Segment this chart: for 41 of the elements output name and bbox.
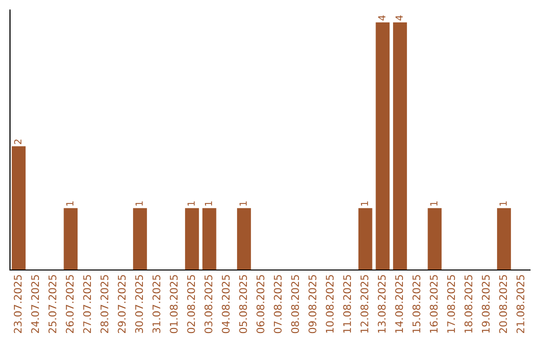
x-tick-label: 03.08.2025 — [204, 275, 212, 334]
data-label: 1 — [240, 201, 247, 206]
x-tick-label: 29.07.2025 — [118, 275, 126, 334]
x-tick-label: 16.08.2025 — [430, 275, 438, 333]
x-tick-label: 27.07.2025 — [83, 275, 92, 334]
x-tick-label: 06.08.2025 — [256, 275, 264, 334]
x-tick-label: 21.08.2025 — [516, 275, 524, 334]
x-tick-label: 19.08.2025 — [482, 275, 490, 333]
x-tick-label: 10.08.2025 — [326, 275, 334, 333]
x-tick-label: 11.08.2025 — [343, 275, 352, 333]
x-tick-label: 30.07.2025 — [135, 275, 144, 334]
x-tick-label: 17.08.2025 — [447, 275, 456, 333]
x-tick-label: 31.07.2025 — [152, 275, 160, 334]
data-label: 1 — [430, 201, 438, 206]
x-tick-label: 13.08.2025 — [378, 275, 386, 333]
x-tick-label: 28.07.2025 — [100, 275, 108, 334]
x-tick-label: 08.08.2025 — [291, 275, 300, 334]
x-tick-label: 24.07.2025 — [31, 275, 40, 334]
data-label: 1 — [500, 201, 507, 206]
x-tick-label: 04.08.2025 — [222, 275, 230, 334]
x-tick-label: 09.08.2025 — [308, 275, 316, 334]
x-tick-label: 18.08.2025 — [464, 275, 472, 333]
x-tick-label: 25.07.2025 — [48, 275, 56, 334]
x-tick-label: 26.07.2025 — [66, 275, 74, 334]
x-tick-label: 23.07.2025 — [14, 275, 22, 334]
x-tick-label: 02.08.2025 — [187, 275, 196, 334]
x-tick-label: 07.08.2025 — [274, 275, 282, 334]
data-label: 4 — [378, 15, 386, 21]
x-tick-label: 01.08.2025 — [170, 275, 178, 334]
data-label: 1 — [66, 201, 74, 206]
data-label: 4 — [396, 15, 403, 21]
data-label: 1 — [188, 201, 195, 206]
data-label: 1 — [204, 201, 212, 206]
x-tick-label: 05.08.2025 — [239, 275, 248, 334]
data-label: 2 — [14, 140, 22, 144]
x-tick-label: 12.08.2025 — [360, 275, 368, 333]
data-label: 1 — [136, 201, 143, 206]
x-tick-label: 15.08.2025 — [412, 275, 420, 333]
data-label: 1 — [360, 201, 368, 206]
x-tick-label: 20.08.2025 — [499, 275, 508, 334]
x-tick-label: 14.08.2025 — [395, 275, 404, 333]
